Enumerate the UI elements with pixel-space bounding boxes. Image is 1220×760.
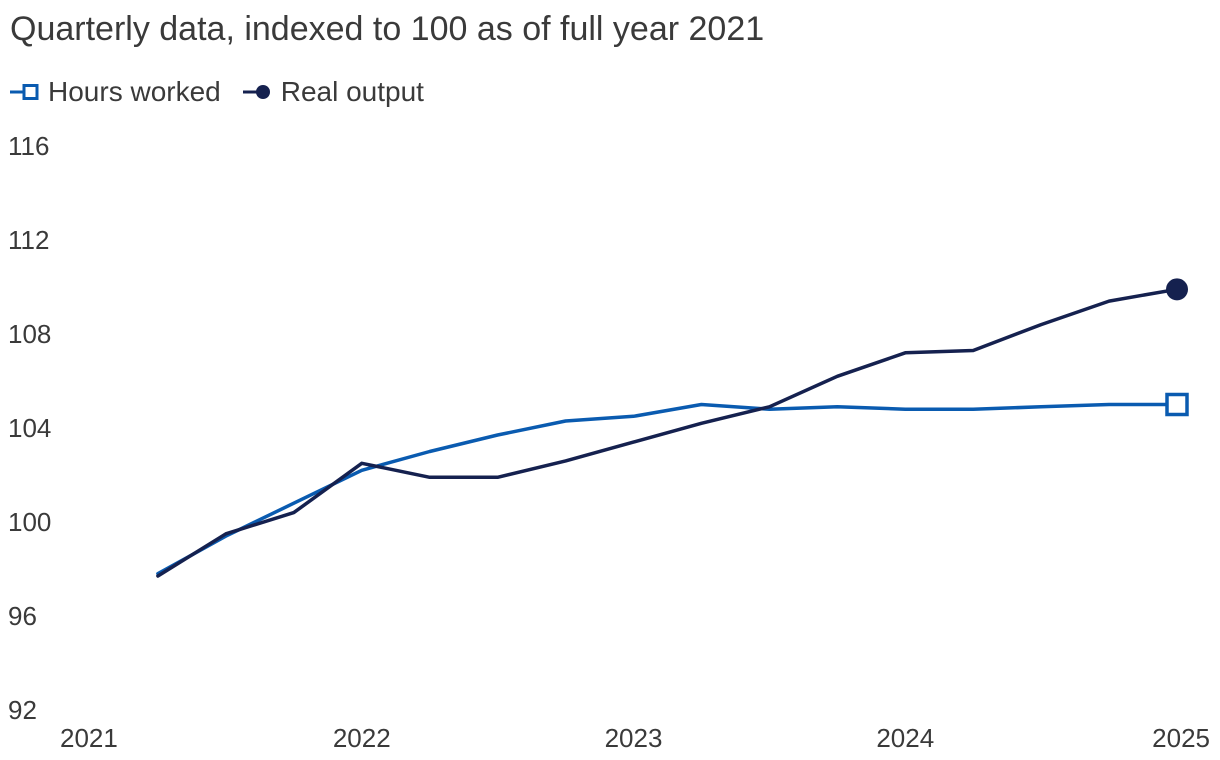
series-line-real-output — [156, 287, 1179, 578]
x-tick-label: 2022 — [333, 723, 391, 753]
legend-label-real-output: Real output — [280, 76, 424, 107]
open-square-marker-icon — [10, 84, 39, 100]
y-tick-label: 112 — [8, 225, 49, 255]
end-marker-real-output — [1166, 278, 1188, 301]
x-tick-label: 2024 — [876, 723, 934, 753]
y-tick-label: 108 — [8, 319, 51, 349]
series-line-hours-worked — [156, 402, 1179, 576]
x-tick-label: 2023 — [605, 723, 663, 753]
y-tick-label: 96 — [8, 601, 37, 631]
x-tick-label: 2021 — [60, 723, 118, 753]
legend-item-real-output: Real output — [242, 76, 424, 108]
chart-title: Quarterly data, indexed to 100 as of ful… — [10, 10, 765, 48]
series-end-markers — [1165, 278, 1189, 417]
y-tick-label: 116 — [8, 131, 49, 161]
legend-item-hours-worked: Hours worked — [10, 76, 221, 108]
series-lines — [156, 287, 1179, 578]
legend-label-hours-worked: Hours worked — [48, 76, 221, 107]
x-axis-tick-labels: 2021 2022 2023 2024 2025 — [60, 723, 1210, 753]
x-tick-label: 2025 — [1152, 723, 1210, 753]
end-marker-hours-worked — [1165, 392, 1189, 417]
y-tick-label: 104 — [8, 413, 51, 443]
y-tick-label: 92 — [8, 695, 37, 725]
legend: Hours worked Real output — [10, 74, 446, 110]
filled-circle-marker-icon — [242, 85, 270, 99]
y-tick-label: 100 — [8, 507, 51, 537]
y-axis-tick-labels: 92 96 100 104 108 112 116 — [8, 131, 51, 725]
